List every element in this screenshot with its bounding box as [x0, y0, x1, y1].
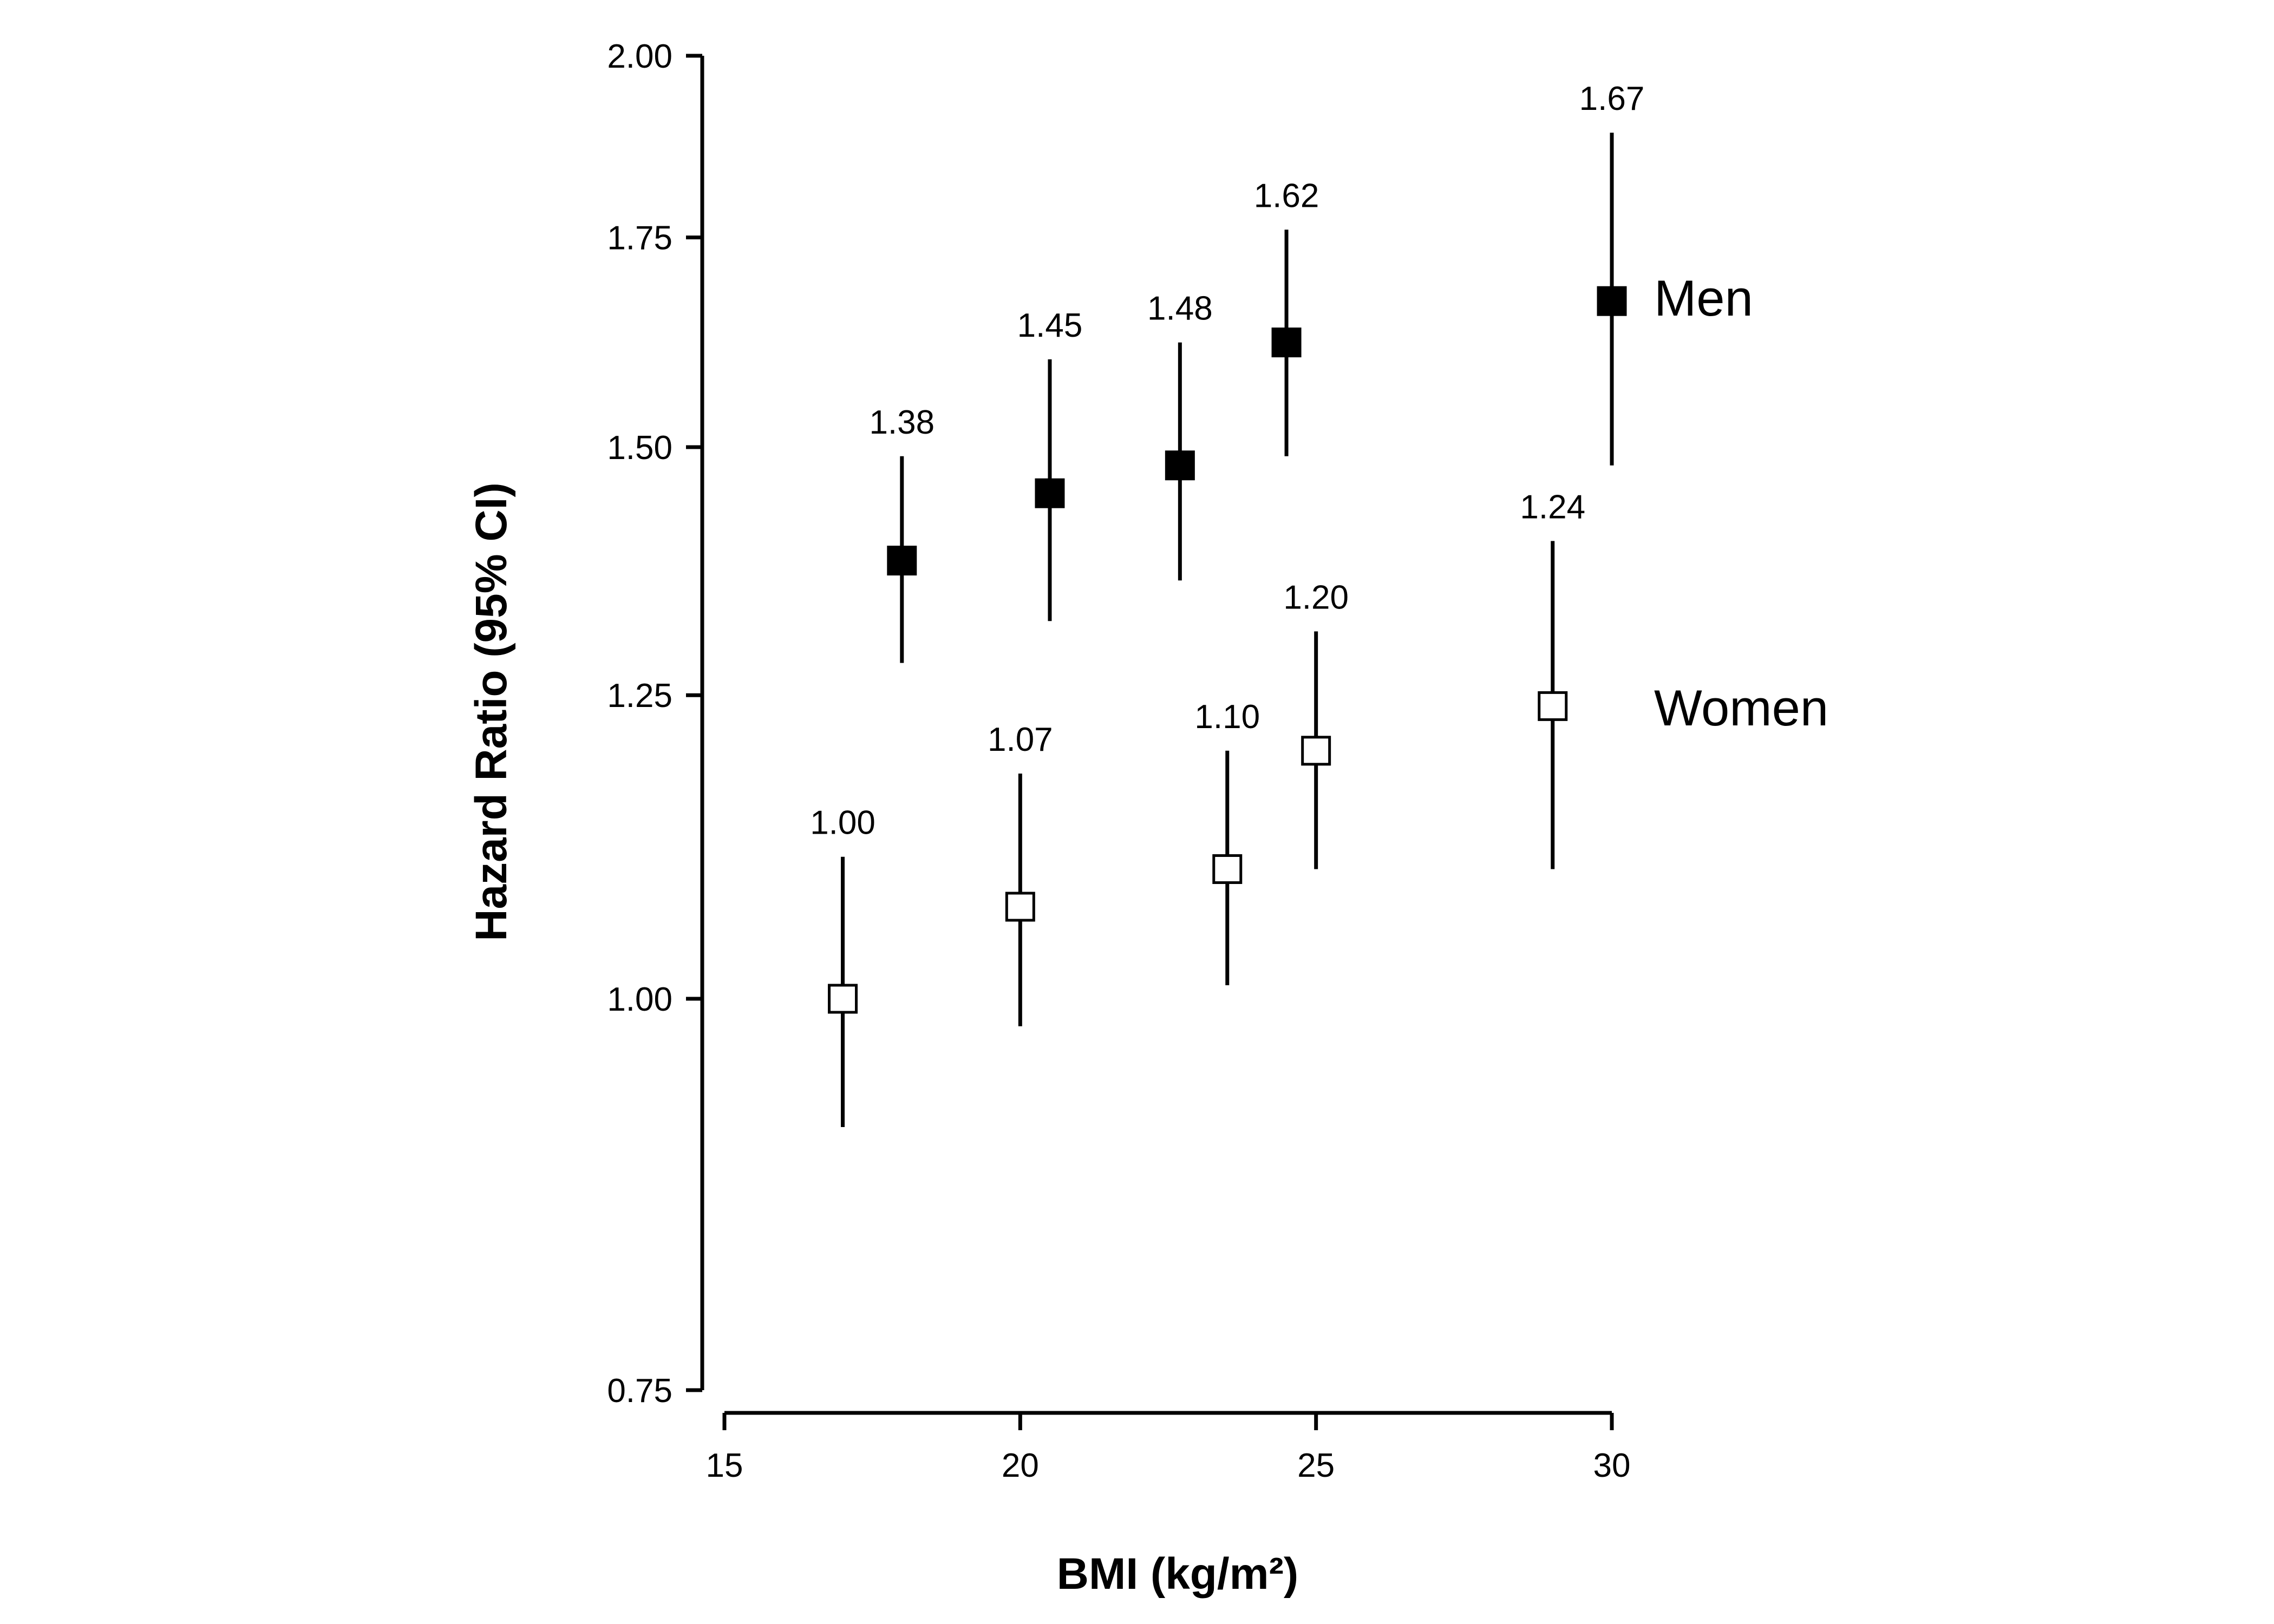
y-tick-label: 1.00 [607, 981, 672, 1018]
data-point-men [887, 546, 917, 576]
data-point-men [1165, 450, 1195, 481]
data-label-men: 1.48 [1147, 290, 1213, 328]
data-point-women [1212, 854, 1243, 884]
data-label-women: 1.00 [810, 804, 875, 842]
data-marks: 1.38 1.45 1.48 1.62 1.67 1.00 1.07 1.10 1.20 1.24 [810, 80, 1645, 1128]
y-tick-label: 1.75 [607, 220, 672, 257]
data-label-women: 1.10 [1194, 698, 1260, 736]
series-label-men: Men [1654, 270, 1753, 326]
data-label-men: 1.62 [1254, 177, 1319, 214]
data-label-men: 1.45 [1017, 307, 1083, 344]
data-point-women [1005, 892, 1035, 922]
x-tick-label: 15 [706, 1447, 743, 1484]
data-point-women [1538, 691, 1568, 721]
y-tick-label: 0.75 [607, 1372, 672, 1410]
data-label-women: 1.24 [1520, 488, 1585, 526]
data-point-women [1301, 736, 1331, 766]
x-tick-label: 20 [1002, 1447, 1039, 1484]
data-point-men [1271, 328, 1302, 358]
data-label-men: 1.67 [1579, 80, 1645, 117]
data-label-women: 1.20 [1283, 579, 1349, 616]
y-tick-label: 1.50 [607, 429, 672, 467]
data-label-women: 1.07 [988, 721, 1053, 758]
data-point-women [828, 984, 858, 1014]
y-tick-label: 2.00 [607, 38, 672, 75]
x-tick-label: 30 [1593, 1447, 1631, 1484]
data-point-men [1035, 478, 1065, 508]
series-label-women: Women [1654, 679, 1828, 736]
x-axis-title: BMI (kg/m²) [1057, 1549, 1298, 1599]
y-axis-title: Hazard Ratio (95% CI) [467, 482, 516, 941]
data-label-men: 1.38 [869, 404, 935, 441]
data-point-men [1597, 286, 1627, 316]
axes: 0.75 1.00 1.25 1.50 1.75 2.00 15 20 25 30 [607, 38, 1630, 1484]
x-tick-label: 25 [1297, 1447, 1335, 1484]
y-tick-label: 1.25 [607, 677, 672, 715]
